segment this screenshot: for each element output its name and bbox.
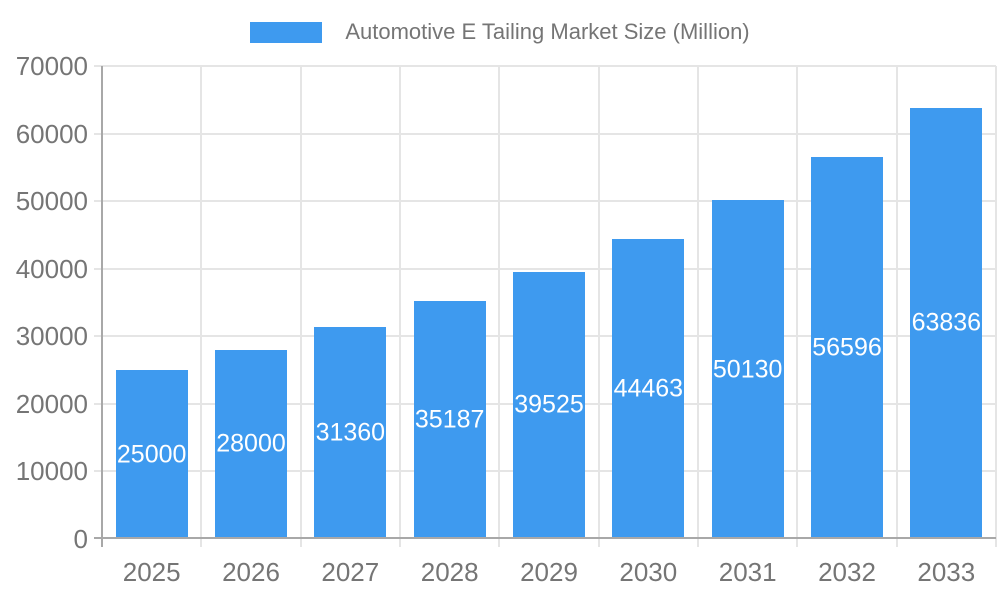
v-gridline [995,66,997,547]
bar-value-label: 50130 [712,355,783,384]
bar: 35187 [413,301,486,539]
x-axis-label: 2025 [122,557,181,587]
plot-area: 25000 28000 31360 35187 39525 44463 50130 56596… [94,65,997,547]
y-axis-label: 70000 [15,51,88,81]
bar: 50130 [711,200,784,539]
bar: 39525 [513,271,585,539]
bar: 63836 [910,107,983,539]
bar: 56596 [811,156,883,539]
x-axis-label: 2033 [917,557,976,587]
h-gridline [94,132,996,135]
bar-value-label: 44463 [613,374,684,403]
v-gridline [498,66,501,547]
legend-swatch [250,21,323,43]
v-gridline [697,66,699,547]
bar-value-label: 31360 [315,418,386,447]
h-gridline [94,65,996,67]
bar: 28000 [215,349,287,539]
bar-value-label: 63836 [911,308,982,337]
v-gridline [200,66,203,547]
bar: 25000 [115,370,188,539]
y-axis-label: 30000 [15,321,88,352]
bar-value-label: 39525 [514,390,584,419]
bar-value-label: 35187 [414,405,485,434]
bar: 44463 [612,238,685,539]
h-gridline [94,267,996,270]
x-axis-label: 2028 [420,557,479,587]
y-axis-label: 10000 [15,456,88,487]
v-gridline [895,66,898,547]
y-axis-label: 20000 [15,388,88,419]
legend-label: Automotive E Tailing Market Size (Millio… [345,19,750,44]
v-gridline [299,66,302,547]
x-axis-label: 2031 [718,557,777,587]
x-axis-label: 2030 [619,557,678,587]
x-axis-label: 2027 [321,557,380,587]
y-axis-label: 60000 [15,118,88,149]
y-axis-label: 50000 [15,186,88,217]
legend: Automotive E Tailing Market Size (Millio… [0,16,1000,48]
x-axis-label: 2029 [520,557,578,587]
bar-value-label: 56596 [812,333,882,362]
y-axis-line [101,66,103,547]
x-axis-line [94,537,996,539]
x-axis-label: 2032 [818,557,876,587]
bar-value-label: 28000 [216,429,286,458]
x-axis-label: 2026 [222,557,280,587]
y-axis-label: 0 [73,524,88,554]
v-gridline [399,66,401,547]
v-gridline [597,66,600,547]
bar: 31360 [314,327,387,539]
y-axis-label: 40000 [15,253,88,284]
v-gridline [796,66,799,547]
bar-value-label: 25000 [116,440,187,469]
h-gridline [94,200,996,203]
